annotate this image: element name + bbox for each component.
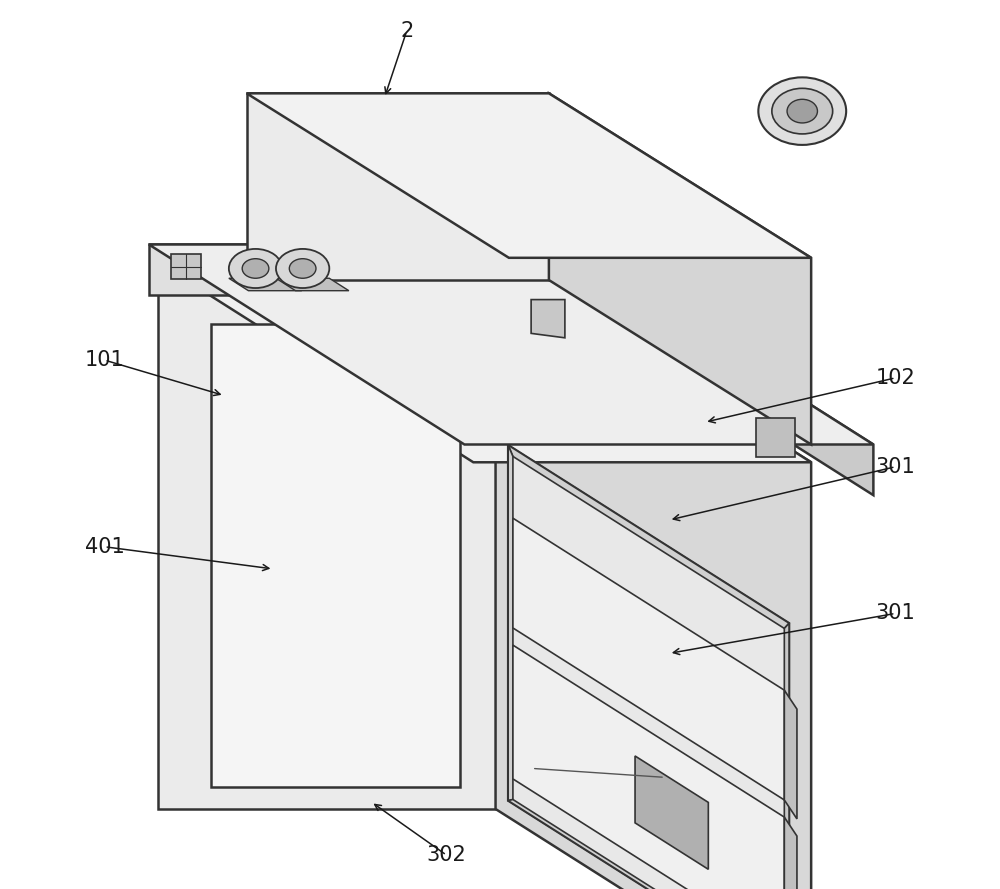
Text: 301: 301 [876, 457, 915, 477]
Polygon shape [149, 244, 558, 295]
Polygon shape [558, 244, 873, 495]
Polygon shape [784, 623, 789, 889]
Text: 2: 2 [400, 21, 413, 41]
Text: 101: 101 [85, 350, 124, 370]
Text: 302: 302 [427, 845, 467, 865]
Polygon shape [508, 445, 513, 801]
Polygon shape [229, 278, 302, 291]
Text: 102: 102 [876, 368, 915, 388]
Ellipse shape [289, 259, 316, 278]
Ellipse shape [758, 77, 846, 145]
Polygon shape [149, 244, 873, 444]
Ellipse shape [229, 249, 282, 288]
Polygon shape [496, 262, 811, 889]
Polygon shape [211, 324, 460, 787]
Polygon shape [513, 518, 784, 800]
Ellipse shape [242, 259, 269, 278]
Polygon shape [276, 278, 349, 291]
Polygon shape [508, 445, 789, 629]
Polygon shape [784, 817, 797, 889]
Polygon shape [784, 690, 797, 819]
Polygon shape [158, 262, 811, 462]
Polygon shape [247, 93, 549, 280]
Polygon shape [635, 756, 708, 869]
Text: 301: 301 [876, 604, 915, 623]
Polygon shape [158, 262, 496, 809]
Ellipse shape [772, 88, 833, 134]
Polygon shape [531, 300, 565, 338]
Text: 401: 401 [85, 537, 124, 557]
Polygon shape [756, 418, 795, 457]
Polygon shape [247, 93, 811, 258]
Polygon shape [508, 799, 789, 889]
Ellipse shape [787, 100, 817, 123]
Polygon shape [513, 456, 784, 889]
Ellipse shape [276, 249, 329, 288]
Polygon shape [513, 645, 784, 889]
Polygon shape [508, 445, 789, 889]
Polygon shape [171, 254, 201, 279]
Polygon shape [549, 93, 811, 444]
